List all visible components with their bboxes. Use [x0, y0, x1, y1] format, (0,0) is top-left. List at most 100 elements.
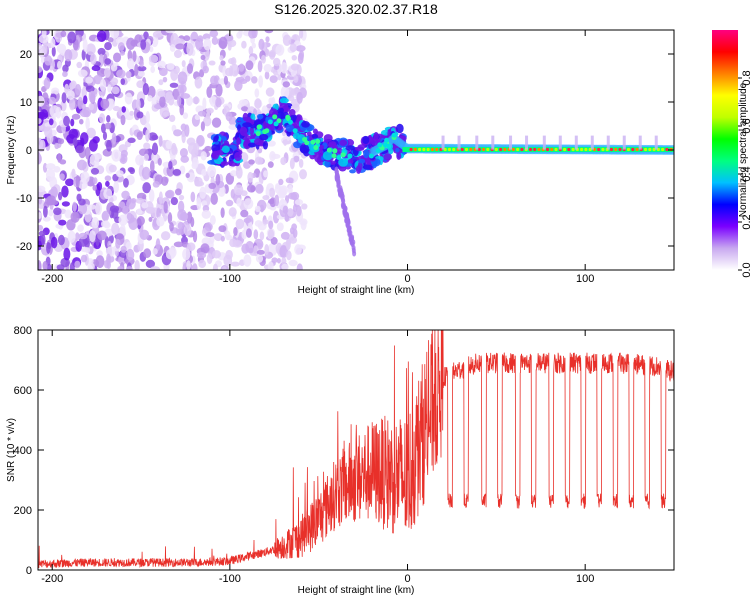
spectrogram-noise-blob — [48, 96, 57, 105]
spectrogram-noise-blob — [241, 106, 249, 112]
spectrogram-noise-blob — [228, 207, 237, 217]
spectrogram-noise-blob — [38, 151, 41, 164]
spectrogram-noise-blob — [45, 163, 56, 170]
spectrogram-noise-blob — [280, 157, 287, 166]
spectrogram-noise-blob — [251, 30, 258, 39]
spectrogram-noise-blob — [168, 160, 173, 170]
spectrogram-noise-blob — [76, 159, 87, 171]
spectrogram-noise-blob — [97, 47, 106, 56]
spectrogram-marks — [38, 30, 674, 270]
spectrogram-noise-blob — [261, 54, 266, 64]
spectrogram-noise-blob — [208, 182, 217, 190]
spectrogram-carrier-core — [522, 147, 526, 153]
spectrogram-noise-blob — [91, 217, 100, 229]
spectrogram-carrier-peak — [643, 147, 648, 152]
spectrogram-noise-blob — [38, 34, 49, 44]
spectrogram-noise-blob — [106, 253, 111, 265]
spectrogram-noise-blob — [110, 30, 120, 39]
spectrogram-noise-blob — [282, 34, 292, 46]
spectrogram-signal-blob — [256, 113, 264, 120]
spectrogram-noise-blob — [78, 236, 88, 247]
spectrogram-noise-blob — [77, 224, 84, 232]
spectrogram-signal-blob — [357, 144, 366, 150]
spectrogram-smear — [525, 135, 529, 150]
spectrogram-noise-blob — [289, 157, 295, 170]
spectrogram-noise-blob — [165, 140, 173, 150]
spectrogram-noise-blob — [233, 184, 244, 196]
spectrogram-noise-blob — [118, 214, 128, 226]
spectrogram-signal-blob — [279, 97, 289, 104]
spectrogram-bright-blob — [391, 132, 397, 138]
spectrogram-noise-blob — [291, 223, 298, 231]
spectrogram-noise-blob — [136, 65, 147, 72]
spectrogram-noise-blob — [254, 205, 261, 213]
spectrogram-noise-blob — [149, 160, 155, 173]
spectrogram-noise-blob — [103, 67, 111, 78]
spectrogram-signal-blob — [322, 150, 333, 161]
spectrogram-ytick-label: 0 — [26, 145, 32, 157]
spectrogram-carrier-peak — [511, 147, 516, 152]
spectrogram-noise-blob — [135, 198, 145, 204]
spectrogram-noise-blob — [59, 159, 67, 165]
spectrogram-noise-blob — [104, 175, 112, 182]
spectrogram-noise-blob — [122, 205, 129, 215]
spectrogram-noise-blob — [268, 97, 274, 105]
figure-title: S126.2025.320.02.37.R18 — [274, 1, 438, 17]
spectrogram-noise-blob — [46, 195, 56, 206]
spectrogram-noise-blob — [158, 79, 164, 86]
spectrogram-noise-blob — [38, 117, 42, 125]
spectrogram-signal-blob — [329, 160, 336, 165]
spectrogram-bright-blob — [287, 119, 293, 125]
snr-xtick-label: 100 — [576, 573, 594, 585]
spectrogram-carrier-peak — [413, 147, 417, 152]
spectrogram-noise-blob — [156, 207, 161, 219]
spectrogram-bright-blob — [272, 114, 278, 120]
snr-y-label: SNR (10 * v/v) — [6, 418, 17, 482]
spectrogram-carrier-peak — [631, 147, 635, 152]
spectrogram-noise-blob — [61, 185, 69, 198]
colorbar-tick-label: 0.4 — [741, 166, 750, 181]
spectrogram-noise-blob — [269, 49, 276, 60]
spectrogram-noise-blob — [126, 58, 135, 70]
spectrogram-noise-blob — [298, 30, 304, 39]
spectrogram-noise-blob — [179, 103, 185, 116]
spectrogram-noise-blob — [206, 107, 214, 114]
spectrogram-noise-blob — [262, 219, 269, 225]
spectrogram-noise-blob — [193, 142, 200, 153]
spectrogram-tail-blob — [335, 171, 340, 178]
spectrogram-noise-blob — [135, 98, 141, 111]
spectrogram-smear — [606, 135, 610, 150]
spectrogram-noise-blob — [267, 161, 274, 168]
spectrogram-bright-blob — [384, 137, 390, 143]
spectrogram-noise-blob — [215, 97, 222, 108]
spectrogram-bright-blob — [382, 142, 388, 148]
spectrogram-xtick-label: -100 — [219, 273, 241, 285]
spectrogram-noise-blob — [290, 191, 300, 201]
spectrogram-noise-blob — [265, 36, 270, 43]
spectrogram-noise-blob — [116, 69, 126, 79]
spectrogram-noise-blob — [74, 83, 82, 96]
spectrogram-noise-blob — [224, 230, 231, 241]
spectrogram-noise-blob — [175, 43, 186, 50]
spectrogram-noise-blob — [88, 103, 94, 111]
spectrogram-noise-blob — [253, 229, 259, 240]
spectrogram-noise-blob — [280, 62, 288, 74]
spectrogram-noise-blob — [241, 40, 247, 49]
spectrogram-noise-blob — [111, 132, 117, 145]
spectrogram-smear — [638, 135, 642, 150]
spectrogram-signal-blob — [395, 123, 404, 134]
spectrogram-bright-blob — [310, 139, 316, 145]
snr-xtick-label: -100 — [219, 573, 241, 585]
spectrogram-noise-blob — [233, 226, 238, 236]
spectrogram-noise-blob — [199, 186, 207, 199]
snr-ytick-label: 400 — [14, 445, 32, 457]
spectrogram-carrier-core — [663, 147, 667, 153]
spectrogram-carrier-peak — [571, 147, 575, 152]
spectrogram-noise-blob — [278, 186, 287, 198]
spectrogram-carrier-peak — [601, 147, 605, 152]
spectrogram-noise-blob — [203, 38, 212, 51]
spectrogram-noise-blob — [202, 33, 211, 40]
spectrogram-noise-blob — [190, 216, 195, 228]
spectrogram-noise-blob — [53, 207, 62, 216]
